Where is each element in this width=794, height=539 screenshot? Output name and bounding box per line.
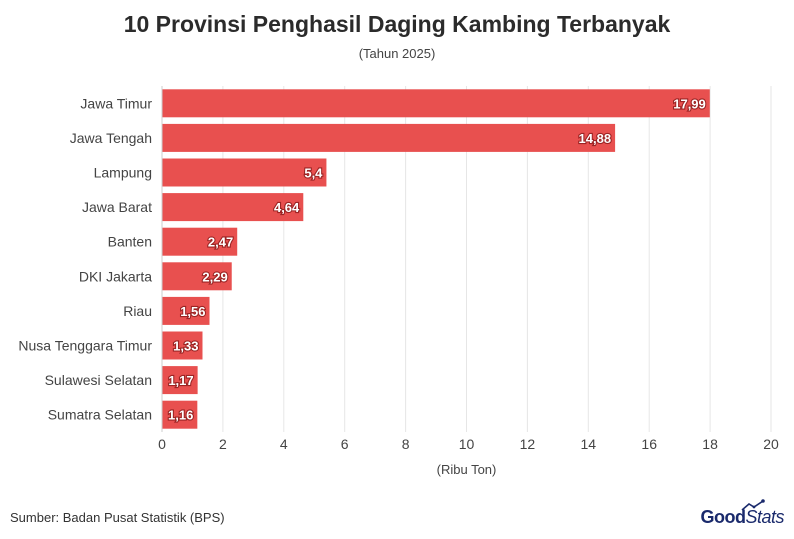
x-tick-label: 2 <box>219 436 227 452</box>
goodstats-logo: GoodStats <box>700 507 784 528</box>
data-label: 1,17 <box>168 373 193 388</box>
category-label: Riau <box>123 303 152 319</box>
category-label: Jawa Tengah <box>70 130 152 146</box>
data-label: 1,16 <box>168 408 193 423</box>
category-label: Sumatra Selatan <box>48 407 152 423</box>
x-tick-label: 14 <box>581 436 597 452</box>
category-label: Nusa Tenggara Timur <box>18 338 152 354</box>
category-label: Jawa Timur <box>80 95 152 111</box>
x-tick-label: 18 <box>702 436 718 452</box>
x-axis-label: (Ribu Ton) <box>437 462 497 477</box>
bar <box>162 227 238 256</box>
data-label: 2,47 <box>208 235 233 250</box>
x-tick-label: 0 <box>158 436 166 452</box>
source-note: Sumber: Badan Pusat Statistik (BPS) <box>10 510 225 525</box>
category-label: Lampung <box>94 165 152 181</box>
logo-stats: Stats <box>745 507 784 527</box>
bar <box>162 123 616 152</box>
data-label: 14,88 <box>579 131 612 146</box>
data-label: 5,4 <box>304 166 323 181</box>
category-label: Sulawesi Selatan <box>45 372 152 388</box>
bar <box>162 400 198 429</box>
bar <box>162 193 304 222</box>
data-label: 2,29 <box>202 269 227 284</box>
bar <box>162 89 710 118</box>
chart-title: 10 Provinsi Penghasil Daging Kambing Ter… <box>123 11 671 37</box>
logo-good: Good <box>700 507 746 527</box>
x-tick-label: 8 <box>402 436 410 452</box>
x-tick-label: 4 <box>280 436 288 452</box>
bar <box>162 296 210 325</box>
x-tick-label: 12 <box>520 436 536 452</box>
goodstats-logo-mark-icon <box>741 499 765 511</box>
bar <box>162 158 327 187</box>
category-label: DKI Jakarta <box>79 268 152 284</box>
category-label: Jawa Barat <box>82 199 152 215</box>
category-label: Banten <box>108 234 152 250</box>
bar <box>162 331 203 360</box>
data-label: 1,33 <box>173 339 198 354</box>
x-tick-label: 16 <box>641 436 657 452</box>
x-tick-label: 6 <box>341 436 349 452</box>
x-tick-label: 10 <box>459 436 475 452</box>
x-tick-label: 20 <box>763 436 779 452</box>
data-label: 4,64 <box>274 200 300 215</box>
bar <box>162 262 232 291</box>
data-label: 17,99 <box>673 96 706 111</box>
chart-subtitle: (Tahun 2025) <box>358 46 436 61</box>
data-label: 1,56 <box>180 304 205 319</box>
bar <box>162 366 198 395</box>
